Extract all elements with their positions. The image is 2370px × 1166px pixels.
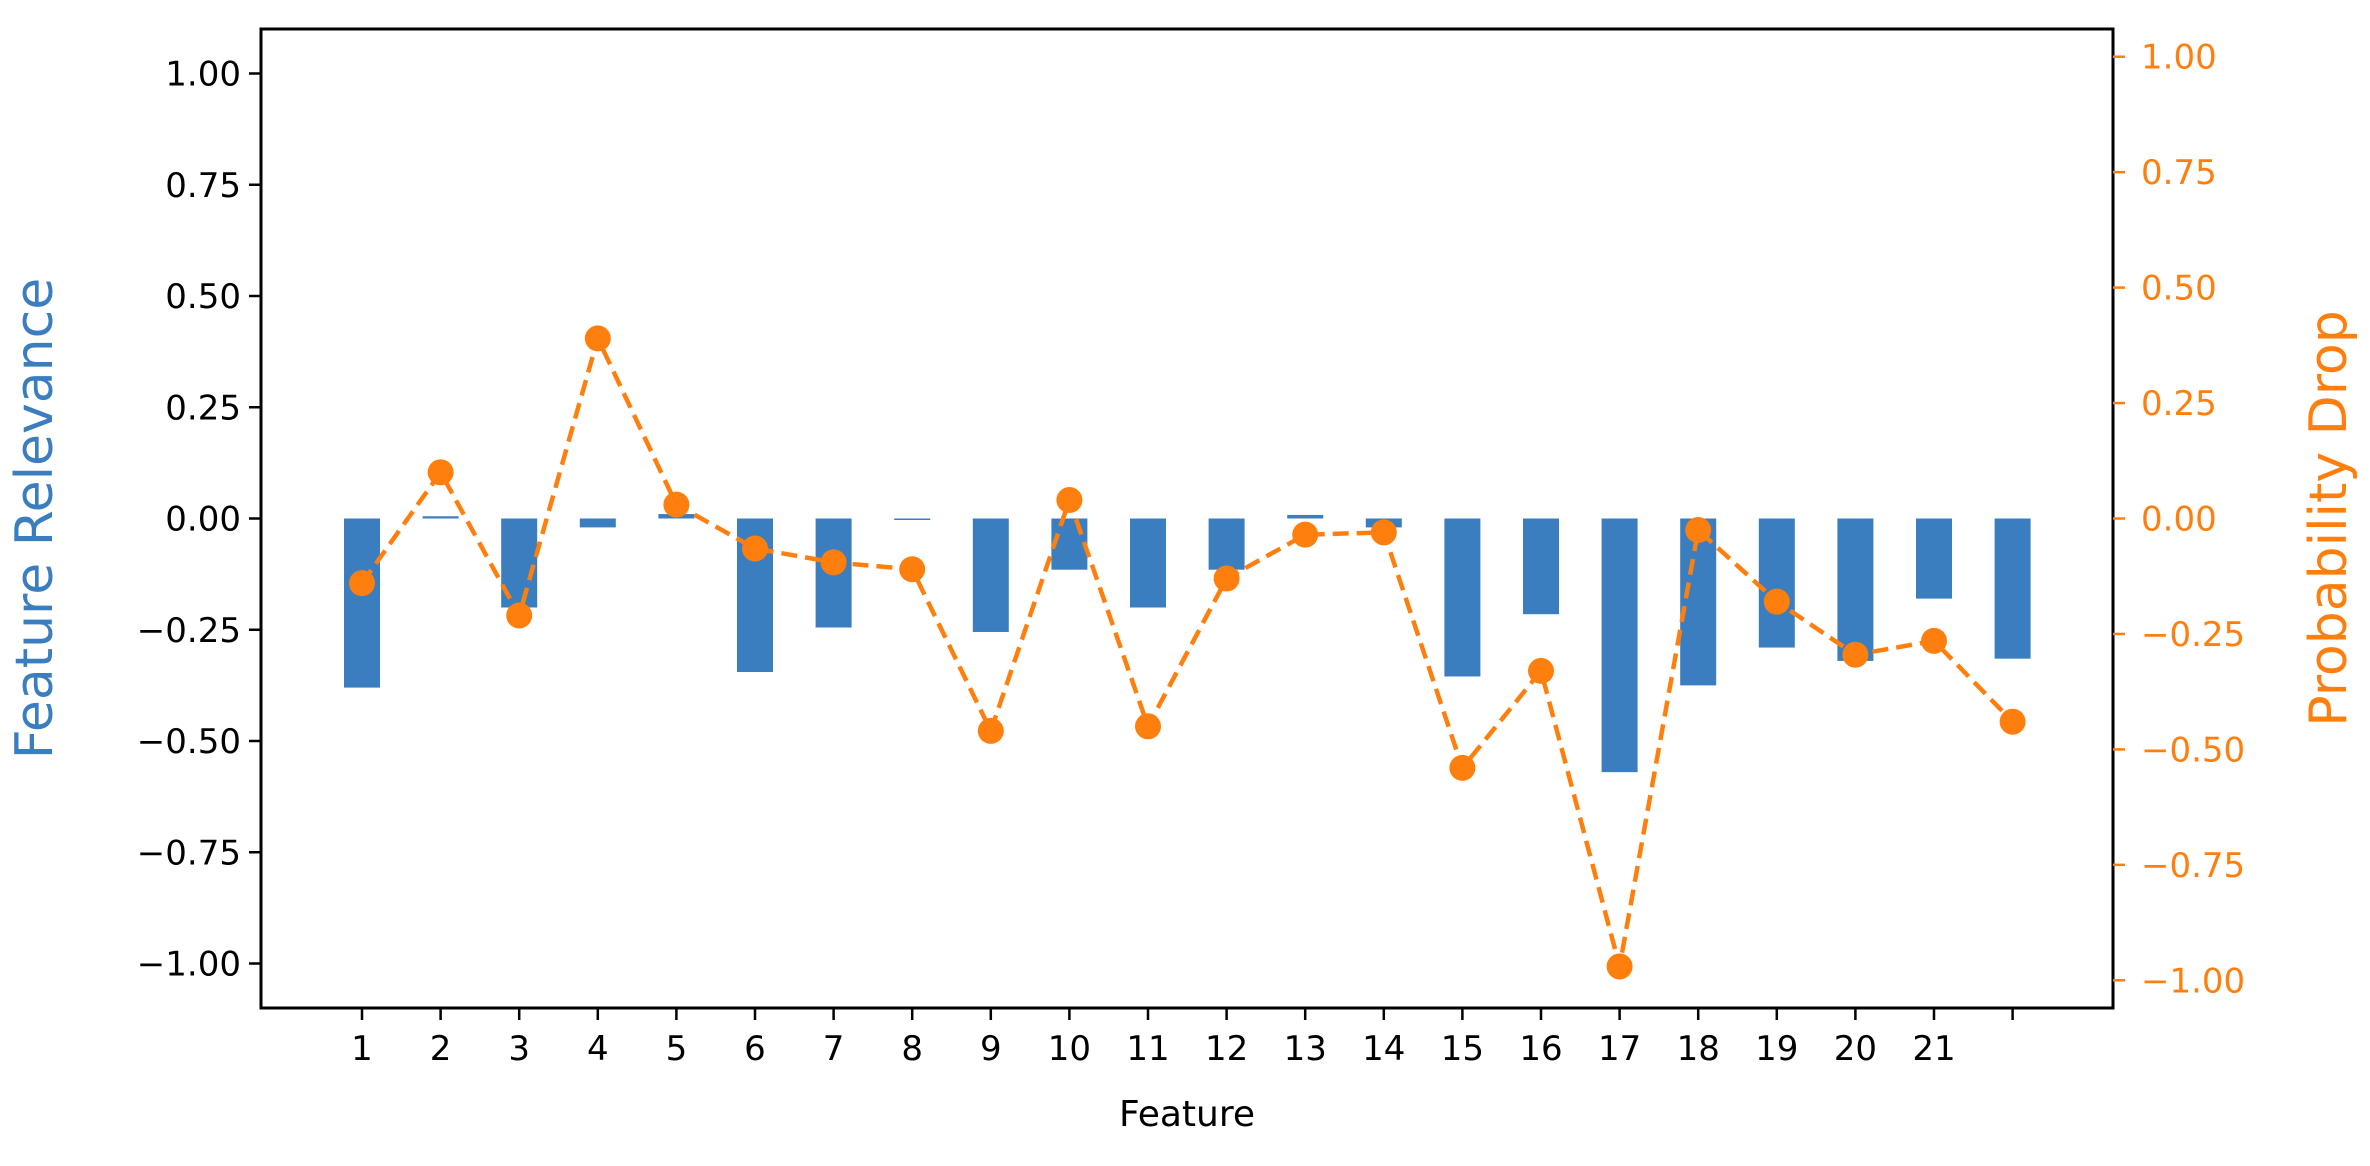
line-series [349,325,2026,980]
left-axis-title: Feature Relevance [5,278,65,759]
x-tick-label: 16 [1519,1029,1562,1069]
bar-22 [1994,518,2031,659]
point-13 [1292,521,1319,548]
point-17 [1606,953,1633,980]
x-tick-label: 20 [1834,1029,1877,1069]
left-tick-label: −0.25 [137,611,241,651]
point-11 [1135,713,1161,740]
bar-4 [579,518,616,528]
left-tick-label: 0.75 [165,166,241,206]
x-tick-label: 19 [1755,1029,1798,1069]
right-tick-label: −0.25 [2141,615,2245,655]
x-tick-label: 15 [1441,1029,1484,1069]
bar-13 [1287,514,1324,519]
x-tick-label: 5 [666,1029,688,1069]
x-tick-label: 13 [1284,1029,1327,1069]
x-tick-label: 21 [1912,1029,1955,1069]
bar-9 [972,518,1009,632]
point-22 [1999,708,2026,735]
x-tick-label: 14 [1362,1029,1405,1069]
x-tick-label: 11 [1126,1029,1169,1069]
point-19 [1763,588,1790,615]
left-tick-label: 0.25 [165,388,241,428]
probability-drop-line [360,332,2015,967]
bar-17 [1601,518,1638,773]
left-tick-label: 1.00 [165,55,241,95]
point-15 [1449,754,1476,781]
left-tick-label: 0.00 [165,500,241,540]
x-tick-label: 8 [901,1029,923,1069]
bar-18 [1680,518,1717,686]
bar-16 [1523,518,1559,615]
x-tick-label: 4 [587,1029,609,1069]
point-12 [1213,565,1240,592]
bar-10 [1051,518,1088,570]
point-20 [1842,641,1869,668]
bar-21 [1916,518,1952,599]
x-tick-label: 9 [980,1029,1002,1069]
point-2 [427,459,454,486]
x-axis: 1 2 3 4 5 6 7 8 9 10 11 12 13 14 15 16 17 18 19 20 21 [351,1008,2014,1069]
bar-1 [344,518,380,688]
right-axis: 1.00 0.75 0.50 0.25 0.00 −0.25 −0.50 −0.75 −1.00 [2113,38,2245,1001]
left-tick-label: −0.50 [137,722,241,762]
x-tick-label: 7 [823,1029,845,1069]
right-axis-title: Probability Drop [2299,310,2359,727]
point-8 [899,556,926,583]
bar-12 [1208,518,1245,570]
point-5 [663,491,690,518]
bar-8 [894,518,931,520]
x-tick-label: 2 [430,1029,452,1069]
x-tick-label: 3 [508,1029,530,1069]
bar-11 [1130,518,1166,608]
bar-19 [1758,518,1795,648]
point-18 [1685,517,1712,544]
x-tick-label: 17 [1598,1029,1641,1069]
right-tick-label: 1.00 [2141,38,2217,78]
point-4 [584,325,611,352]
right-tick-label: 0.00 [2141,500,2217,540]
right-tick-label: 0.75 [2141,153,2217,193]
left-tick-label: −0.75 [137,833,241,873]
point-14 [1370,519,1397,546]
point-10 [1056,487,1083,514]
right-tick-label: −1.00 [2141,961,2245,1001]
right-tick-label: 0.25 [2141,384,2217,424]
bar-20 [1837,518,1874,661]
x-tick-label: 18 [1677,1029,1720,1069]
x-tick-label: 10 [1048,1029,1091,1069]
point-7 [820,549,847,576]
point-21 [1921,627,1947,654]
x-tick-label: 12 [1205,1029,1248,1069]
point-3 [506,602,533,629]
point-6 [742,535,768,562]
bar-15 [1444,518,1481,677]
right-tick-label: −0.75 [2141,846,2245,886]
point-16 [1528,657,1554,684]
point-9 [977,717,1004,744]
bar-2 [422,516,459,519]
right-tick-label: 0.50 [2141,269,2217,309]
left-axis: 1.00 0.75 0.50 0.25 0.00 −0.25 −0.50 −0.75 −1.00 [137,55,261,985]
right-tick-label: −0.50 [2141,730,2245,770]
bar-series [344,514,2031,773]
left-tick-label: 0.50 [165,277,241,317]
x-tick-label: 1 [351,1029,373,1069]
x-axis-title: Feature [1119,1094,1255,1135]
point-1 [349,570,375,597]
plot-frame [259,27,2115,1010]
left-tick-label: −1.00 [137,945,241,985]
x-tick-label: 6 [744,1029,766,1069]
